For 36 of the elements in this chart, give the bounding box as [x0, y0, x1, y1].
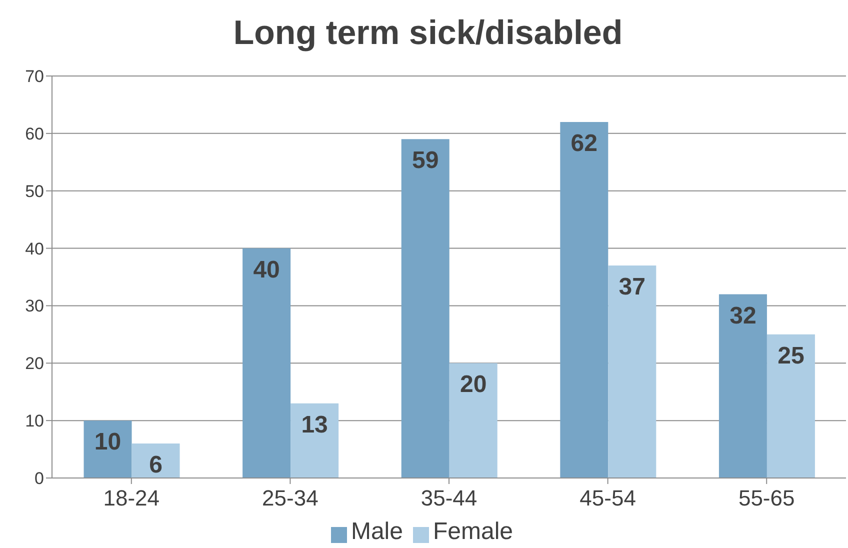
- y-tick-label: 20: [25, 354, 44, 374]
- x-tick-label: 35-44: [420, 486, 478, 511]
- data-label: 25: [778, 342, 804, 370]
- data-label: 40: [253, 256, 280, 284]
- y-tick-label: 70: [25, 67, 44, 86]
- legend-label: Male: [350, 518, 403, 545]
- y-tick-label: 0: [34, 469, 44, 488]
- bar: [766, 334, 815, 478]
- data-label: 20: [460, 371, 487, 398]
- y-tick-label: 60: [25, 124, 44, 144]
- data-label: 32: [730, 302, 756, 330]
- x-tick-label: 45-54: [580, 486, 636, 511]
- legend-label: Female: [433, 518, 514, 545]
- bar: [84, 420, 132, 478]
- chart-title: Long term sick/disabled: [232, 13, 624, 54]
- bar: [560, 122, 608, 478]
- data-label: 10: [94, 428, 122, 456]
- bar: [290, 403, 339, 478]
- y-tick-label: 50: [25, 182, 44, 201]
- data-label: 37: [618, 274, 646, 301]
- bar: [132, 444, 180, 478]
- data-label: 6: [149, 452, 162, 479]
- bar: [449, 363, 498, 478]
- bar: [242, 248, 291, 478]
- x-tick-label: 25-34: [262, 486, 318, 511]
- data-label: 59: [412, 147, 439, 174]
- bar: [608, 266, 656, 478]
- y-tick-label: 40: [25, 239, 44, 258]
- y-tick-label: 30: [25, 296, 44, 316]
- y-tick-label: 10: [25, 412, 44, 431]
- bar: [401, 139, 450, 478]
- data-label: 62: [570, 130, 598, 157]
- x-tick-label: 55-65: [738, 486, 795, 511]
- x-tick-label: 18-24: [103, 486, 160, 511]
- data-label: 13: [301, 411, 328, 438]
- bar: [718, 294, 767, 478]
